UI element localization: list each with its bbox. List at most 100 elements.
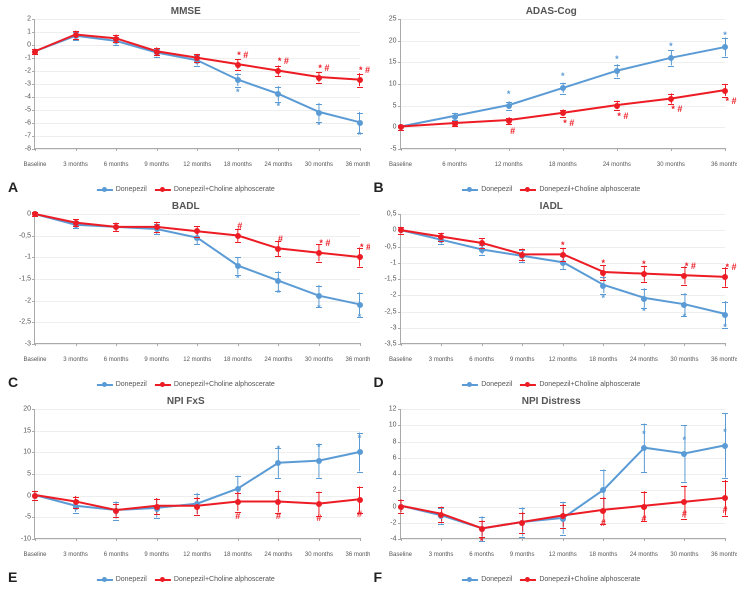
significance-mark: * <box>602 258 606 268</box>
significance-mark: * # <box>278 56 289 66</box>
significance-mark: # <box>722 505 727 515</box>
data-marker-donepezil <box>357 449 363 455</box>
legend-item-combo: Donepezil+Choline alphoscerate <box>155 381 275 388</box>
x-tick-label: 9 months <box>144 552 169 558</box>
x-tick-label: 30 months <box>305 357 333 363</box>
panel-f: NPI DistressF-4-2024681012Baseline3 mont… <box>370 394 734 587</box>
y-tick-label: 8 <box>377 438 397 445</box>
x-tick-mark <box>455 148 456 151</box>
legend-marker-icon <box>155 189 171 191</box>
legend-label: Donepezil+Choline alphoscerate <box>174 576 275 583</box>
chart-area: -10-505101520Baseline3 months6 months9 m… <box>34 409 360 539</box>
panel-letter: B <box>374 179 384 195</box>
legend-marker-icon <box>520 189 536 191</box>
x-tick-mark <box>563 538 564 541</box>
x-tick-mark <box>563 148 564 151</box>
y-tick-label: 0 <box>11 211 31 218</box>
data-marker-combo <box>235 233 241 239</box>
errorbar-cap <box>275 478 281 479</box>
x-tick-label: 6 months <box>104 162 129 168</box>
legend-label: Donepezil+Choline alphoscerate <box>539 186 640 193</box>
y-tick-label: -7 <box>11 133 31 140</box>
errorbar-cap <box>194 498 200 499</box>
errorbar-cap <box>681 294 687 295</box>
errorbar-cap <box>560 528 566 529</box>
x-tick-label: 18 months <box>224 357 252 363</box>
data-marker-donepezil <box>506 103 512 109</box>
data-marker-donepezil <box>600 283 606 289</box>
significance-mark: * <box>317 303 321 313</box>
x-tick-label: 36 months <box>711 357 737 363</box>
data-marker-combo <box>438 512 444 518</box>
legend-label: Donepezil <box>481 186 512 193</box>
chart-area: -3,5-3-2,5-2-1,5-1-0,500,5Baseline3 mont… <box>400 214 726 344</box>
errorbar-cap <box>479 248 485 249</box>
errorbar-cap <box>519 513 525 514</box>
legend-dot-icon <box>467 382 472 387</box>
x-tick-label: 9 months <box>144 162 169 168</box>
errorbar-cap <box>641 282 647 283</box>
errorbar-cap <box>560 505 566 506</box>
y-tick-label: 0 <box>377 503 397 510</box>
x-tick-mark <box>725 148 726 151</box>
panel-letter: F <box>374 569 383 585</box>
errorbar-cap <box>154 234 160 235</box>
errorbar-cap <box>275 76 281 77</box>
significance-mark: * <box>642 306 646 316</box>
data-marker-donepezil <box>722 44 728 50</box>
significance-mark: # <box>278 234 283 244</box>
y-tick-label: 1 <box>11 29 31 36</box>
y-tick-label: -2,5 <box>11 319 31 326</box>
legend-dot-icon <box>102 577 107 582</box>
errorbar-cap <box>519 508 525 509</box>
x-tick-label: 12 months <box>183 162 211 168</box>
legend-label: Donepezil <box>116 576 147 583</box>
errorbar-cap <box>479 255 485 256</box>
x-tick-label: 30 months <box>657 162 685 168</box>
chart-area: -50510152025Baseline6 months12 months18 … <box>400 19 726 149</box>
legend-item-donepezil: Donepezil <box>97 576 147 583</box>
y-tick-label: 5 <box>377 102 397 109</box>
x-tick-label: 6 months <box>469 357 494 363</box>
y-tick-label: 0 <box>11 42 31 49</box>
panel-e: NPI FxSE-10-505101520Baseline3 months6 m… <box>4 394 368 587</box>
errorbar-cap <box>154 55 160 56</box>
x-tick-mark <box>360 148 361 151</box>
data-marker-combo <box>560 252 566 258</box>
y-tick-label: -10 <box>11 536 31 543</box>
errorbar-cap <box>357 267 363 268</box>
x-tick-label: 3 months <box>63 552 88 558</box>
significance-mark: * # <box>617 111 628 121</box>
x-tick-label: Baseline <box>389 357 412 363</box>
x-tick-mark <box>319 148 320 151</box>
significance-mark: * # <box>319 238 330 248</box>
errorbar-cap <box>194 66 200 67</box>
legend: Donepezil Donepezil+Choline alphoscerate <box>462 186 640 193</box>
errorbar-cap <box>316 478 322 479</box>
data-marker-combo <box>398 504 404 510</box>
significance-mark: * <box>561 240 565 250</box>
errorbar-cap <box>398 500 404 501</box>
x-tick-label: 18 months <box>589 552 617 558</box>
y-tick-label: -5 <box>11 107 31 114</box>
errorbar-cap <box>275 256 281 257</box>
errorbar-cap <box>398 234 404 235</box>
x-tick-label: Baseline <box>389 162 412 168</box>
errorbar-cap <box>73 228 79 229</box>
x-tick-mark <box>35 148 36 151</box>
errorbar-cap <box>73 513 79 514</box>
panel-title: IADL <box>372 201 732 212</box>
errorbar-cap <box>560 535 566 536</box>
data-marker-donepezil <box>235 263 241 269</box>
errorbar-cap <box>275 87 281 88</box>
errorbar-cap <box>73 39 79 40</box>
data-marker-combo <box>357 254 363 260</box>
x-tick-label: 36 months <box>711 162 737 168</box>
y-tick-label: -6 <box>11 120 31 127</box>
data-marker-combo <box>479 240 485 246</box>
errorbar-cap <box>519 537 525 538</box>
errorbar-cap <box>316 492 322 493</box>
y-tick-label: -3 <box>11 341 31 348</box>
x-tick-mark <box>644 538 645 541</box>
data-marker-combo <box>154 504 160 510</box>
